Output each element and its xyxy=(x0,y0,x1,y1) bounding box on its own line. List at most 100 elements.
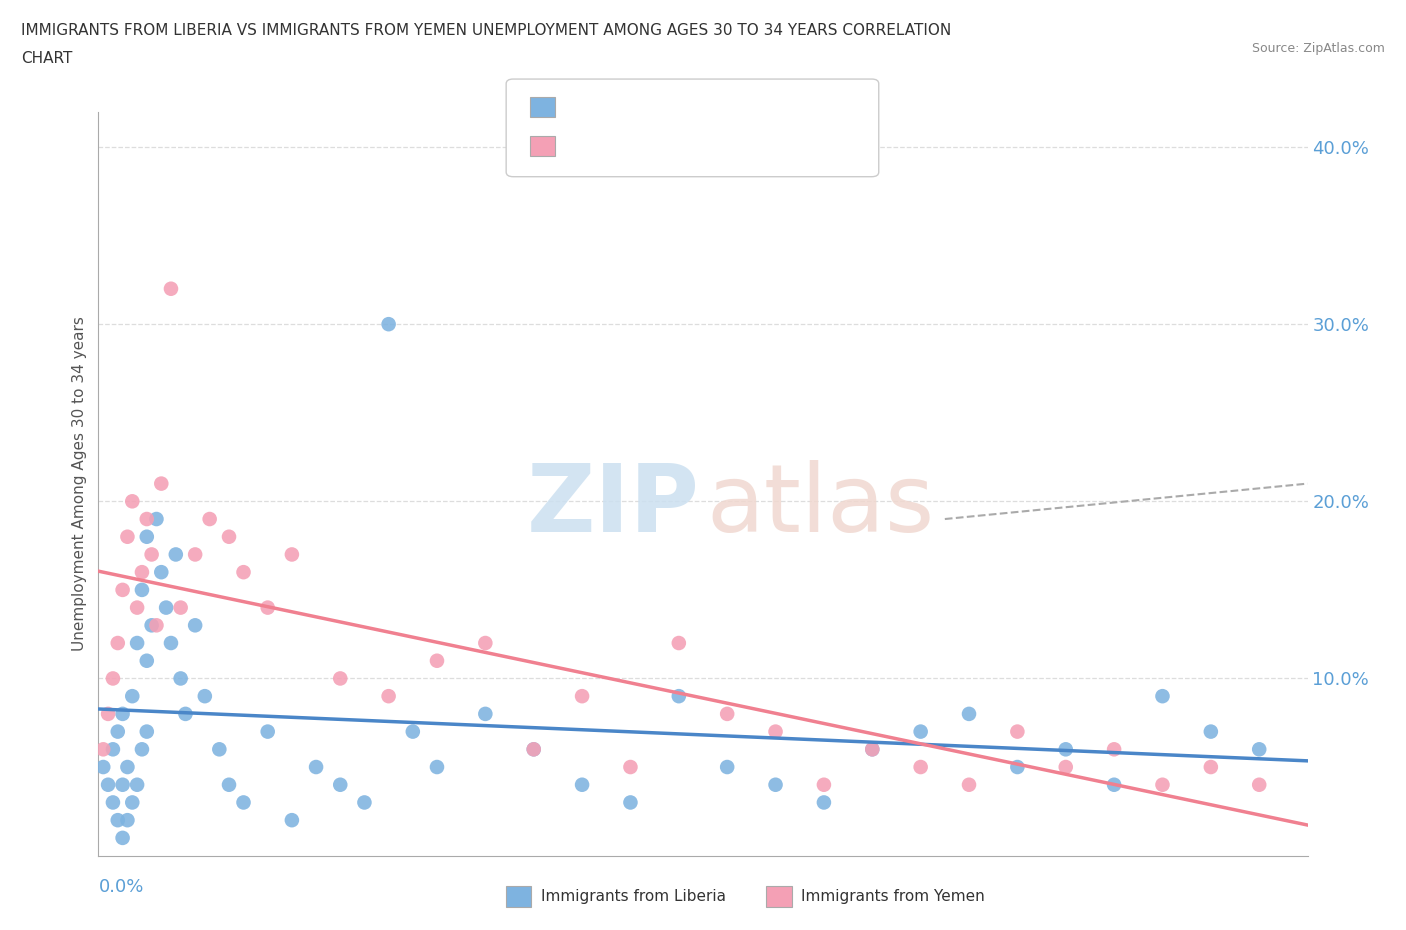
Text: atlas: atlas xyxy=(707,460,935,551)
Point xyxy=(716,760,738,775)
Point xyxy=(474,707,496,722)
Text: 0.223: 0.223 xyxy=(613,99,666,116)
Point xyxy=(135,512,157,526)
Point xyxy=(150,565,173,579)
Point xyxy=(619,795,641,810)
Point xyxy=(619,760,641,775)
Point xyxy=(1199,760,1222,775)
Point xyxy=(131,742,153,757)
Point xyxy=(97,777,120,792)
Point xyxy=(127,635,149,650)
Point xyxy=(111,582,134,597)
Point xyxy=(145,618,167,632)
Point xyxy=(218,529,240,544)
Point xyxy=(150,476,173,491)
Point xyxy=(426,653,449,668)
Point xyxy=(1007,760,1029,775)
Point xyxy=(184,618,207,632)
Point xyxy=(1152,689,1174,704)
Text: ZIP: ZIP xyxy=(526,460,699,551)
Point xyxy=(155,600,177,615)
Text: Immigrants from Liberia: Immigrants from Liberia xyxy=(541,889,727,904)
Point xyxy=(1054,760,1077,775)
Point xyxy=(910,724,932,739)
Point xyxy=(1249,777,1271,792)
Point xyxy=(329,777,352,792)
Point xyxy=(194,689,217,704)
Text: R =: R = xyxy=(567,137,603,155)
Point xyxy=(107,724,129,739)
Point xyxy=(474,635,496,650)
Point xyxy=(1102,777,1125,792)
Point xyxy=(101,671,124,686)
Point xyxy=(135,724,157,739)
Text: 0.0%: 0.0% xyxy=(98,878,143,896)
Point xyxy=(169,671,191,686)
Point xyxy=(1199,724,1222,739)
Point xyxy=(111,830,134,845)
Point xyxy=(135,653,157,668)
Point xyxy=(281,547,304,562)
Point xyxy=(402,724,425,739)
Point xyxy=(426,760,449,775)
Text: Source: ZipAtlas.com: Source: ZipAtlas.com xyxy=(1251,42,1385,55)
Point xyxy=(107,635,129,650)
Point xyxy=(232,565,254,579)
Point xyxy=(135,529,157,544)
Point xyxy=(184,547,207,562)
Point xyxy=(218,777,240,792)
Point xyxy=(1102,742,1125,757)
Text: Immigrants from Yemen: Immigrants from Yemen xyxy=(801,889,986,904)
Point xyxy=(111,707,134,722)
Point xyxy=(765,777,787,792)
Point xyxy=(165,547,187,562)
Text: CHART: CHART xyxy=(21,51,73,66)
Point xyxy=(127,777,149,792)
Point xyxy=(1152,777,1174,792)
Point xyxy=(256,600,278,615)
Point xyxy=(305,760,328,775)
Point xyxy=(145,512,167,526)
Text: 41: 41 xyxy=(724,137,745,155)
Point xyxy=(716,707,738,722)
Point xyxy=(910,760,932,775)
Point xyxy=(117,760,139,775)
Text: -0.075: -0.075 xyxy=(613,137,666,155)
Point xyxy=(668,635,690,650)
Point xyxy=(523,742,546,757)
Point xyxy=(377,689,399,704)
Point xyxy=(91,742,114,757)
Point xyxy=(101,742,124,757)
Point xyxy=(860,742,883,757)
Point xyxy=(131,582,153,597)
Point xyxy=(111,777,134,792)
Point xyxy=(813,777,835,792)
Text: 58: 58 xyxy=(724,99,745,116)
Point xyxy=(208,742,231,757)
Point xyxy=(121,795,143,810)
Point xyxy=(957,707,980,722)
Point xyxy=(232,795,254,810)
Point xyxy=(141,547,163,562)
Point xyxy=(160,281,183,296)
Point xyxy=(281,813,304,828)
Point xyxy=(121,689,143,704)
Point xyxy=(860,742,883,757)
Point xyxy=(1007,724,1029,739)
Point xyxy=(765,724,787,739)
Point xyxy=(117,529,139,544)
Point xyxy=(169,600,191,615)
Point xyxy=(523,742,546,757)
Point xyxy=(101,795,124,810)
Point xyxy=(121,494,143,509)
Text: N =: N = xyxy=(682,137,718,155)
Point xyxy=(97,707,120,722)
Point xyxy=(1054,742,1077,757)
Point xyxy=(668,689,690,704)
Point xyxy=(1249,742,1271,757)
Point xyxy=(174,707,197,722)
Point xyxy=(127,600,149,615)
Point xyxy=(353,795,375,810)
Point xyxy=(107,813,129,828)
Point xyxy=(117,813,139,828)
